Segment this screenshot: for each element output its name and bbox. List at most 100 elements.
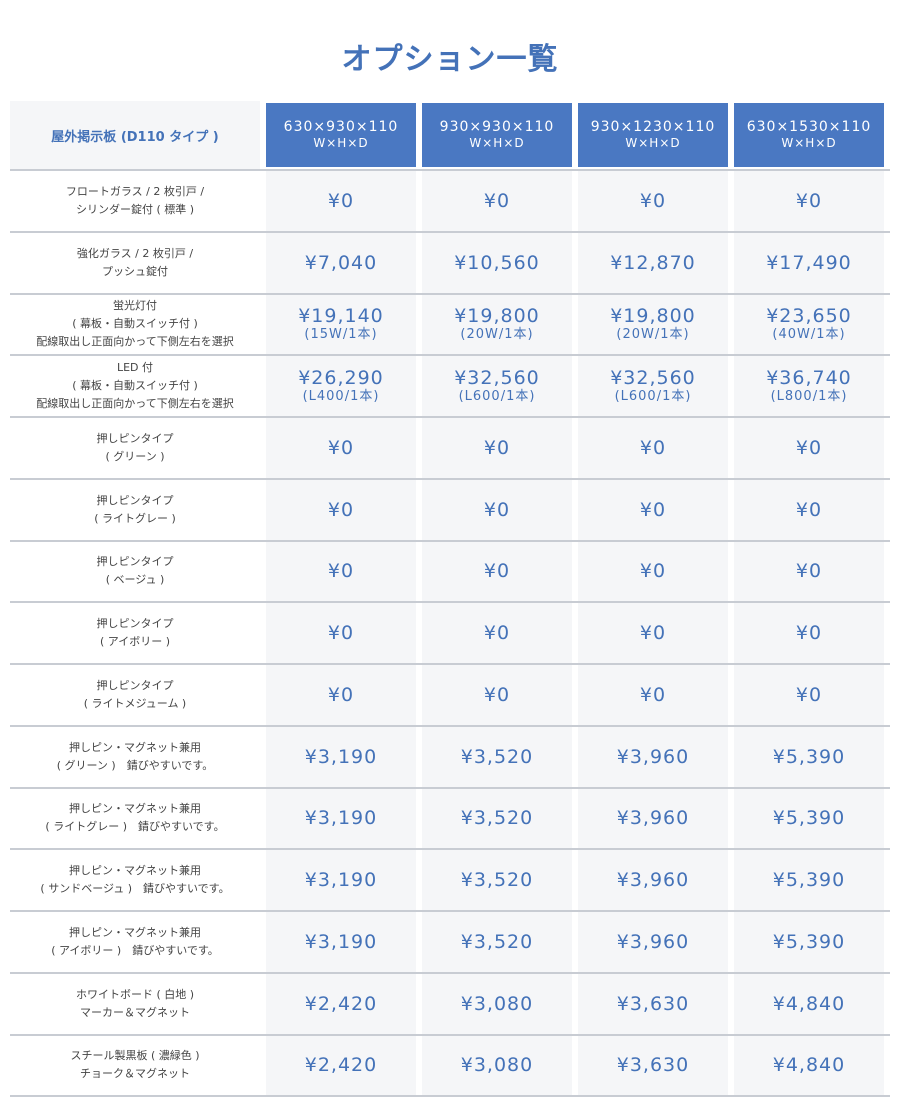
price-value: ¥3,520: [460, 869, 534, 892]
price-cell: ¥0: [578, 541, 728, 602]
option-label-line: 押しピン・マグネット兼用: [69, 925, 201, 939]
price-value: ¥10,560: [454, 251, 540, 274]
option-label: 押しピンタイプ ( ライトメジューム ): [10, 665, 260, 725]
option-label-line: ( グリーン ) 錆びやすいです。: [56, 758, 214, 772]
option-label-line: 配線取出し正面向かって下側左右を選択: [36, 335, 234, 349]
price-cell: ¥0: [578, 418, 728, 478]
price-value: ¥17,490: [766, 251, 852, 274]
table-row: 押しピンタイプ ( ライトメジューム ) ¥0 ¥0 ¥0 ¥0: [10, 665, 890, 727]
header-cell: 930×1230×110 W×H×D: [578, 101, 728, 169]
price-value: ¥3,190: [304, 930, 378, 953]
price-cell: ¥5,390: [734, 850, 884, 910]
price-value: ¥3,960: [616, 745, 690, 768]
option-label: 蛍光灯付 ( 幕板・自動スイッチ付 ) 配線取出し正面向かって下側左右を選択: [10, 294, 260, 355]
price-value: ¥0: [483, 498, 511, 521]
price-cell: ¥3,960: [578, 788, 728, 849]
price-cell: ¥0: [266, 665, 416, 725]
option-label-line: 押しピン・マグネット兼用: [69, 864, 201, 878]
price-cell: ¥0: [266, 171, 416, 231]
price-cell: ¥0: [266, 418, 416, 478]
size-dims: W×H×D: [625, 136, 681, 150]
price-cell: ¥12,870: [578, 232, 728, 293]
option-label-line: ( アイボリー ) 錆びやすいです。: [51, 943, 219, 957]
option-label: LED 付 ( 幕板・自動スイッチ付 ) 配線取出し正面向かって下側左右を選択: [10, 356, 260, 416]
option-label: 押しピンタイプ ( アイボリー ): [10, 603, 260, 663]
page-title: オプション一覧: [341, 42, 559, 77]
price-cell: ¥5,390: [734, 912, 884, 972]
option-label: フロートガラス / 2 枚引戸 / シリンダー錠付 ( 標準 ): [10, 171, 260, 231]
price-cell: ¥36,740 (L800/1本): [734, 356, 884, 416]
price-value: ¥5,390: [772, 807, 846, 830]
price-value: ¥4,840: [772, 1054, 846, 1077]
price-value: ¥0: [639, 189, 667, 212]
price-cell: ¥3,190: [266, 788, 416, 849]
options-table: 屋外掲示板 (D110 タイプ ) 630×930×110 W×H×D 930×…: [10, 101, 890, 1098]
price-value: ¥0: [327, 683, 355, 706]
size-header: 630×930×110 W×H×D: [266, 103, 416, 167]
price-cell: ¥10,560: [422, 232, 572, 293]
table-row: 押しピンタイプ ( ライトグレー ) ¥0 ¥0 ¥0 ¥0: [10, 479, 890, 542]
table-row: 蛍光灯付 ( 幕板・自動スイッチ付 ) 配線取出し正面向かって下側左右を選択 ¥19,…: [10, 294, 890, 357]
price-cell: ¥3,190: [266, 850, 416, 910]
price-cell: ¥3,520: [422, 850, 572, 910]
option-label: 押しピンタイプ ( ベージュ ): [10, 541, 260, 602]
option-label-line: 押しピンタイプ: [96, 555, 174, 569]
header-cell: 630×930×110 W×H×D: [266, 101, 416, 169]
price-value: ¥0: [639, 498, 667, 521]
table-row: 押しピンタイプ ( グリーン ) ¥0 ¥0 ¥0 ¥0: [10, 418, 890, 480]
size-value: 930×1230×110: [590, 119, 716, 135]
price-value: ¥23,650: [766, 305, 852, 328]
price-cell: ¥3,960: [578, 850, 728, 910]
price-value: ¥3,520: [460, 807, 534, 830]
price-note: (20W/1本): [460, 327, 534, 343]
table-row: ホワイトボード ( 白地 ) マーカー＆マグネット ¥2,420 ¥3,080 ¥3,6…: [10, 973, 890, 1036]
option-label-line: ( ライトグレー ): [94, 511, 176, 525]
price-cell: ¥26,290 (L400/1本): [266, 356, 416, 416]
price-value: ¥5,390: [772, 869, 846, 892]
price-value: ¥7,040: [304, 251, 378, 274]
price-cell: ¥3,520: [422, 726, 572, 787]
table-row: スチール製黒板 ( 濃緑色 ) チョーク＆マグネット ¥2,420 ¥3,080 ¥3,…: [10, 1035, 890, 1098]
price-value: ¥3,960: [616, 930, 690, 953]
option-label: 押しピン・マグネット兼用 ( サンドベージュ ) 錆びやすいです。: [10, 850, 260, 910]
header-label: 屋外掲示板 (D110 タイプ ): [10, 101, 260, 169]
price-value: ¥4,840: [772, 992, 846, 1015]
option-label-line: ( ライトメジューム ): [83, 696, 187, 710]
option-label-line: 押しピンタイプ: [96, 678, 174, 692]
price-value: ¥12,870: [610, 251, 696, 274]
option-label: 押しピン・マグネット兼用 ( グリーン ) 錆びやすいです。: [10, 726, 260, 787]
table-row: 押しピン・マグネット兼用 ( グリーン ) 錆びやすいです。 ¥3,190 ¥3,52…: [10, 726, 890, 789]
price-cell: ¥19,140 (15W/1本): [266, 294, 416, 355]
price-value: ¥0: [639, 683, 667, 706]
price-cell: ¥0: [422, 603, 572, 663]
price-value: ¥0: [483, 189, 511, 212]
price-cell: ¥0: [734, 541, 884, 602]
table-row: 押しピンタイプ ( ベージュ ) ¥0 ¥0 ¥0 ¥0: [10, 541, 890, 604]
option-label-line: 押しピンタイプ: [96, 493, 174, 507]
header-cell: 630×1530×110 W×H×D: [734, 101, 884, 169]
price-value: ¥0: [327, 436, 355, 459]
price-value: ¥2,420: [304, 1054, 378, 1077]
price-cell: ¥3,190: [266, 726, 416, 787]
price-value: ¥0: [483, 436, 511, 459]
price-cell: ¥5,390: [734, 726, 884, 787]
price-value: ¥3,520: [460, 745, 534, 768]
option-label-line: チョーク＆マグネット: [80, 1067, 190, 1081]
price-note: (15W/1本): [304, 327, 378, 343]
price-value: ¥3,960: [616, 869, 690, 892]
price-cell: ¥0: [578, 171, 728, 231]
price-value: ¥3,630: [616, 992, 690, 1015]
price-value: ¥0: [327, 189, 355, 212]
price-value: ¥0: [483, 683, 511, 706]
price-cell: ¥0: [422, 541, 572, 602]
size-value: 930×930×110: [439, 119, 555, 135]
size-value: 630×930×110: [283, 119, 399, 135]
option-label-line: ホワイトボード ( 白地 ): [75, 987, 195, 1001]
table-header-row: 屋外掲示板 (D110 タイプ ) 630×930×110 W×H×D 930×…: [10, 101, 890, 171]
table-row: 押しピン・マグネット兼用 ( サンドベージュ ) 錆びやすいです。 ¥3,190 ¥3…: [10, 850, 890, 912]
price-value: ¥3,190: [304, 807, 378, 830]
option-label-line: 押しピン・マグネット兼用: [69, 740, 201, 754]
price-cell: ¥17,490: [734, 232, 884, 293]
price-value: ¥0: [639, 622, 667, 645]
price-value: ¥19,140: [298, 305, 384, 328]
